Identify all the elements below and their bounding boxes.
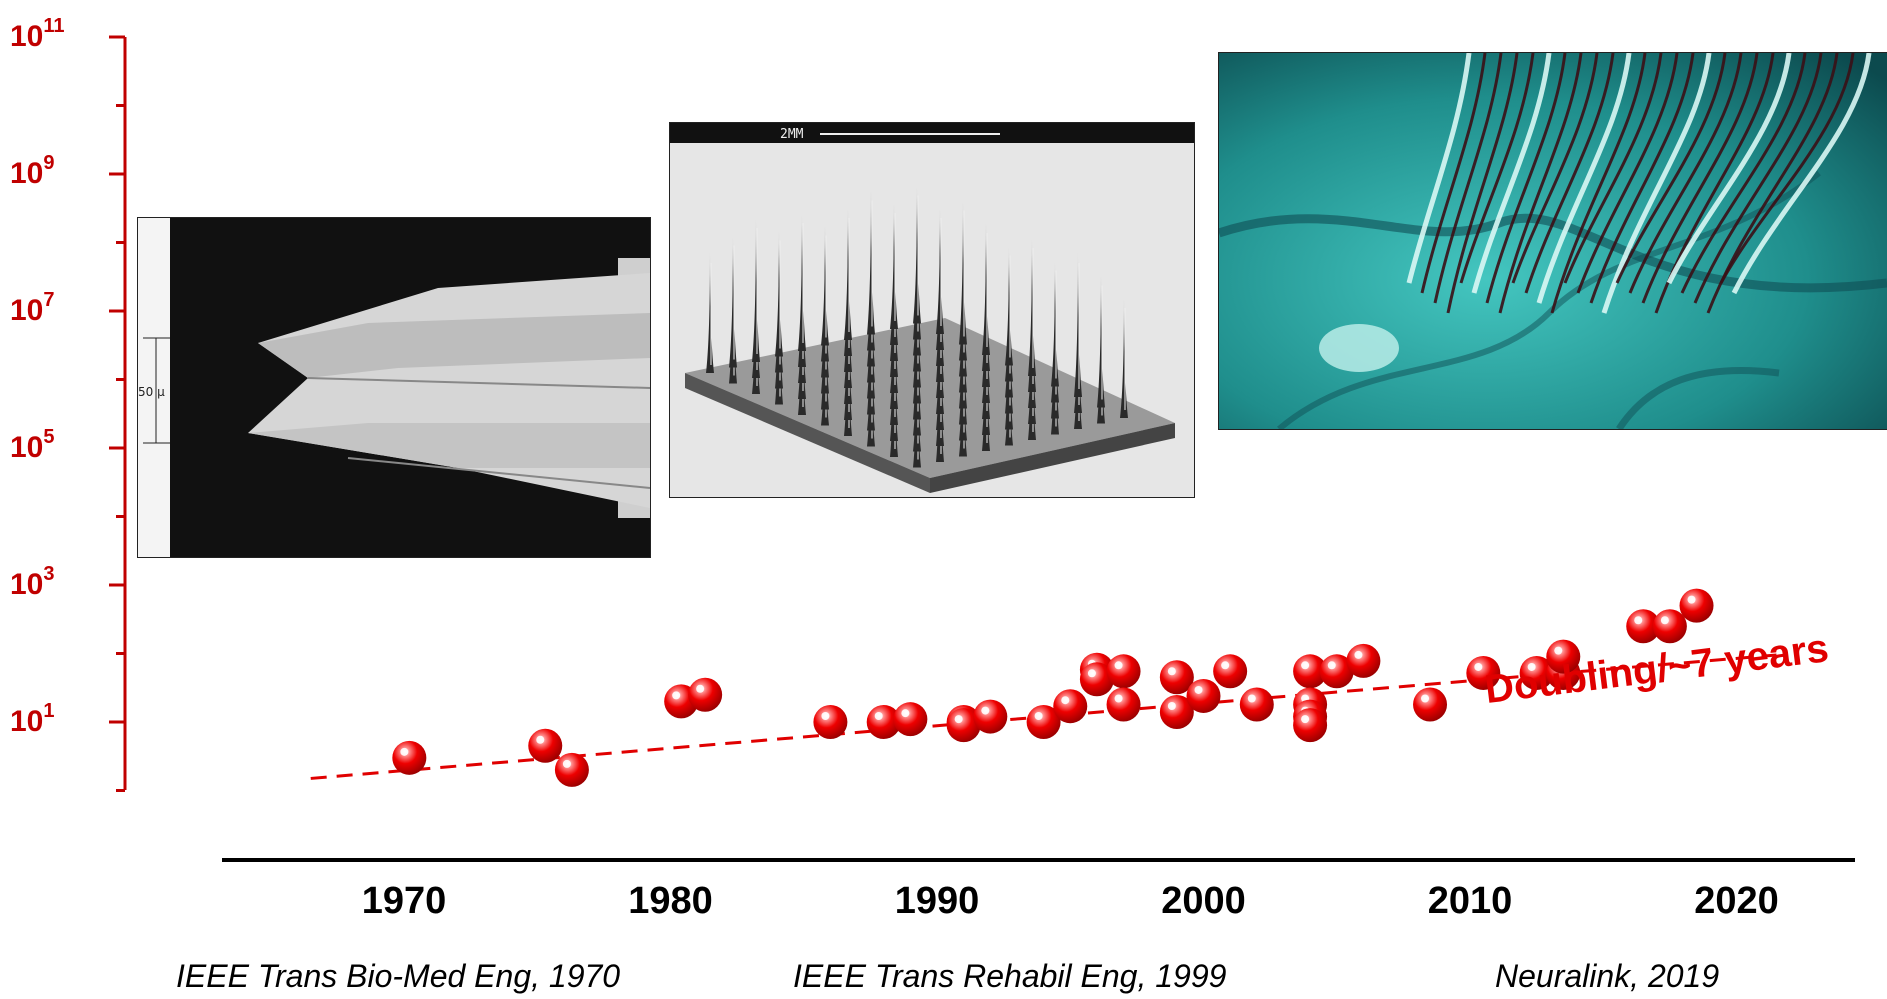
data-point	[1106, 654, 1141, 689]
x-tick-label: 2000	[1161, 880, 1246, 922]
caption-1970: IEEE Trans Bio-Med Eng, 1970	[176, 958, 621, 994]
y-tick-label: 105	[10, 426, 55, 464]
y-axis	[109, 35, 127, 792]
data-point	[893, 702, 928, 737]
data-point	[1239, 687, 1274, 722]
x-tick-label: 1980	[628, 880, 713, 922]
inset-image-utah-array: 2MM	[669, 122, 1195, 498]
data-point	[1079, 662, 1114, 697]
caption-1999: IEEE Trans Rehabil Eng, 1999	[793, 958, 1227, 994]
data-point	[392, 740, 427, 775]
inset-image-neuralink-threads	[1218, 52, 1887, 430]
data-point	[1159, 660, 1194, 695]
data-point	[973, 699, 1008, 734]
y-tick-label: 109	[10, 152, 55, 190]
data-point	[1319, 654, 1354, 689]
y-tick-label: 1011	[10, 15, 65, 53]
data-point	[1213, 654, 1248, 689]
data-point	[688, 677, 723, 712]
data-point	[1519, 655, 1554, 690]
data-point	[1626, 609, 1661, 644]
y-tick-label: 101	[10, 700, 55, 738]
data-point	[554, 752, 589, 787]
data-point	[1026, 705, 1061, 739]
x-tick-label: 2020	[1694, 880, 1779, 922]
data-point	[1652, 609, 1687, 644]
data-points	[392, 588, 1714, 787]
data-point	[1159, 694, 1194, 729]
x-tick-label: 1970	[361, 880, 447, 922]
inset-scale-label: 50 μ	[138, 385, 165, 399]
caption-2019: Neuralink, 2019	[1495, 958, 1720, 994]
x-tick-label: 1990	[894, 880, 980, 922]
data-point	[866, 705, 901, 739]
data-point	[1293, 654, 1328, 689]
y-tick-label: 103	[10, 563, 55, 601]
data-point	[1546, 639, 1581, 674]
data-point	[1346, 643, 1381, 678]
y-tick-label: 107	[10, 289, 55, 327]
data-point	[1053, 689, 1088, 724]
x-tick-label: 2010	[1427, 880, 1513, 922]
data-point	[813, 705, 848, 739]
data-point	[1293, 708, 1328, 743]
inset-scale-label: 2MM	[780, 127, 804, 142]
inset-image-microelectrode: 50 μ	[137, 217, 651, 558]
data-point	[1679, 588, 1714, 623]
data-point	[1186, 678, 1221, 713]
data-point	[946, 708, 981, 743]
data-point	[1413, 687, 1448, 722]
data-point	[1106, 687, 1141, 722]
data-point	[1466, 655, 1501, 690]
data-point	[528, 728, 563, 763]
